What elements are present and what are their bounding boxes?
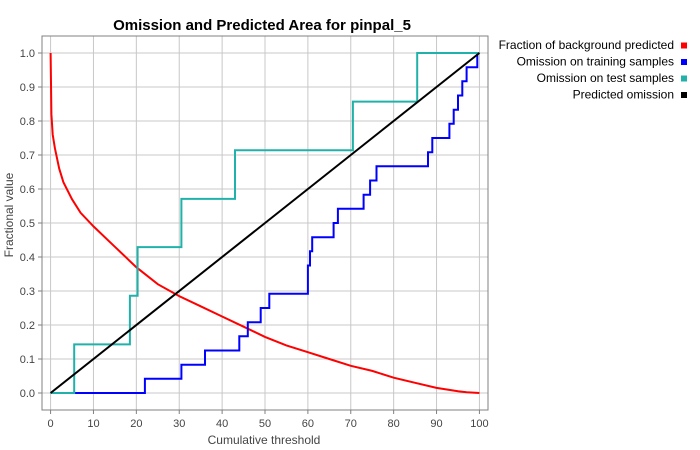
legend-swatch bbox=[681, 75, 687, 82]
x-tick-label: 70 bbox=[345, 418, 357, 430]
series-line-omission-on-test-samples bbox=[50, 52, 480, 394]
legend-swatch bbox=[681, 59, 687, 65]
series-line-predicted-omission bbox=[49, 52, 481, 394]
plot-frame bbox=[41, 35, 489, 411]
y-tick-label: 0.4 bbox=[20, 252, 35, 264]
series-line-fraction-of-background-predicted bbox=[49, 52, 480, 394]
y-axis-label: Fractional value bbox=[2, 172, 16, 257]
x-tick-label: 90 bbox=[430, 418, 442, 430]
x-tick-label: 20 bbox=[130, 418, 142, 430]
x-tick-label: 40 bbox=[216, 418, 228, 430]
y-tick-label: 0.2 bbox=[20, 320, 35, 332]
axis-ticks: 0 10 20 30 40 50 60 70 80 90 100 0.0 0.1 0.2 0.3 0.4 0.5… bbox=[20, 48, 489, 430]
x-tick-label: 10 bbox=[87, 418, 99, 430]
y-tick-label: 1.0 bbox=[20, 48, 35, 60]
y-tick-label: 0.0 bbox=[20, 388, 35, 400]
y-tick-label: 0.3 bbox=[20, 286, 35, 298]
x-tick-label: 60 bbox=[302, 418, 314, 430]
grid bbox=[42, 36, 488, 410]
legend-label: Omission on test samples bbox=[537, 71, 674, 85]
chart-title: Omission and Predicted Area for pinpal_5 bbox=[113, 17, 411, 34]
y-tick-label: 0.1 bbox=[20, 354, 35, 366]
x-tick-label: 30 bbox=[173, 418, 185, 430]
x-tick-label: 100 bbox=[470, 418, 488, 430]
legend-label: Predicted omission bbox=[573, 88, 674, 102]
legend-label: Fraction of background predicted bbox=[499, 38, 674, 52]
legend: Fraction of background predicted Omission… bbox=[499, 38, 687, 102]
series-lines bbox=[49, 52, 481, 394]
y-tick-label: 0.8 bbox=[20, 116, 35, 128]
legend-label: Omission on training samples bbox=[517, 55, 674, 69]
y-tick-label: 0.9 bbox=[20, 82, 35, 94]
series-line-omission-on-training-samples bbox=[50, 52, 480, 394]
x-tick-label: 50 bbox=[259, 418, 271, 430]
y-tick-label: 0.5 bbox=[20, 218, 35, 230]
legend-swatch bbox=[681, 92, 687, 98]
y-tick-label: 0.7 bbox=[20, 150, 35, 162]
x-tick-label: 0 bbox=[48, 418, 54, 430]
legend-swatch bbox=[681, 42, 687, 49]
x-tick-label: 80 bbox=[388, 418, 400, 430]
x-axis-label: Cumulative threshold bbox=[208, 433, 321, 447]
y-tick-label: 0.6 bbox=[20, 184, 35, 196]
